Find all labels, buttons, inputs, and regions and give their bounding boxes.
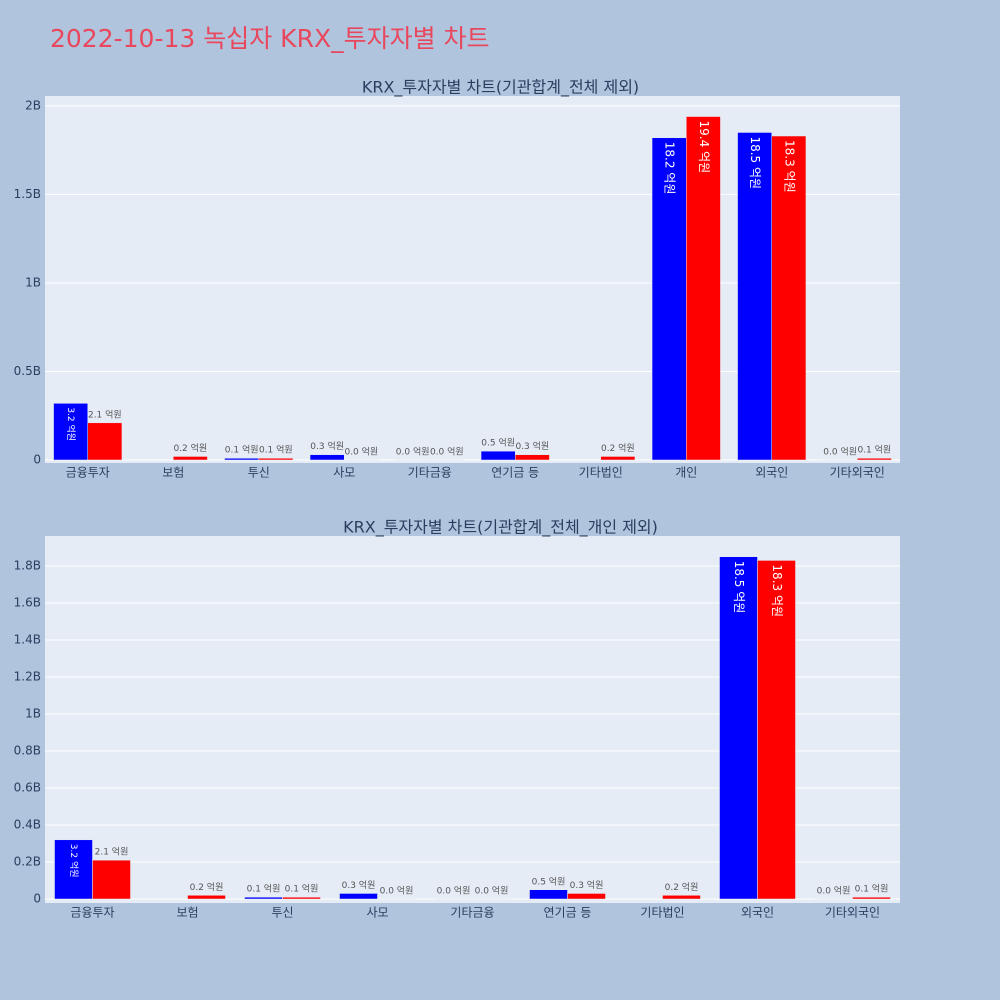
- y-tick-label: 0.4B: [14, 817, 41, 831]
- y-tick-label: 0.6B: [14, 780, 41, 794]
- bar: [857, 457, 892, 461]
- x-tick-label: 기타외국인: [830, 466, 885, 480]
- value-label: 3.2 억원: [65, 407, 77, 441]
- x-tick-label: 기타금융: [408, 466, 452, 480]
- bar: [737, 132, 772, 461]
- x-tick-label: 보험: [176, 906, 198, 920]
- bar: [480, 450, 516, 461]
- value-label: 0.2 억원: [190, 881, 224, 893]
- bar: [567, 893, 606, 900]
- y-tick-label: 1.5B: [14, 187, 41, 201]
- x-tick-label: 연기금 등: [491, 466, 539, 480]
- y-tick-label: 1.8B: [14, 558, 41, 572]
- y-tick-label: 0: [33, 892, 41, 906]
- value-label: 18.3 억원: [782, 140, 796, 193]
- value-label: 0.1 억원: [225, 444, 259, 456]
- x-tick-label: 금융투자: [70, 906, 114, 920]
- bar: [53, 403, 88, 461]
- bar: [686, 116, 721, 461]
- value-label: 0.1 억원: [285, 883, 319, 895]
- value-label: 0.2 억원: [601, 442, 635, 454]
- y-tick-label: 1B: [25, 706, 41, 720]
- value-label: 0.3 억원: [310, 440, 344, 452]
- value-label: 3.2 억원: [68, 844, 80, 878]
- x-tick-label: 금융투자: [66, 466, 110, 480]
- value-label: 18.5 억원: [732, 561, 746, 614]
- bar: [258, 457, 294, 461]
- bar: [87, 422, 123, 461]
- value-label: 0.1 억원: [259, 444, 293, 456]
- value-label: 0.1 억원: [247, 883, 281, 895]
- value-label: 0.5 억원: [532, 875, 566, 887]
- bar: [757, 560, 796, 900]
- bar: [187, 895, 226, 900]
- page-title: 2022-10-13 녹십자 KRX_투자자별 차트: [50, 24, 490, 53]
- bar: [719, 556, 758, 900]
- x-tick-label: 사모: [366, 906, 388, 920]
- value-label: 0.3 억원: [515, 440, 549, 452]
- value-label: 0.0 억원: [823, 445, 857, 457]
- y-tick-label: 1.6B: [14, 595, 41, 609]
- value-label: 0.0 억원: [344, 445, 378, 457]
- x-tick-label: 개인: [675, 466, 697, 480]
- value-label: 0.3 억원: [342, 879, 376, 891]
- x-tick-label: 외국인: [741, 906, 774, 920]
- value-label: 0.1 억원: [857, 444, 891, 456]
- value-label: 2.1 억원: [88, 408, 122, 420]
- value-label: 0.0 억원: [475, 885, 509, 897]
- x-tick-label: 기타외국인: [825, 906, 880, 920]
- bar: [662, 895, 701, 900]
- bar: [173, 456, 208, 461]
- x-tick-label: 사모: [333, 466, 355, 480]
- bar: [852, 896, 891, 900]
- x-tick-label: 연기금 등: [544, 906, 592, 920]
- value-label: 0.5 억원: [481, 437, 515, 449]
- bar: [244, 896, 283, 900]
- bar: [529, 889, 568, 900]
- x-tick-label: 기타금융: [450, 906, 494, 920]
- value-label: 0.0 억원: [817, 885, 851, 897]
- y-tick-label: 2B: [25, 98, 41, 112]
- value-label: 0.0 억원: [437, 885, 471, 897]
- value-label: 2.1 억원: [95, 846, 129, 858]
- bar: [771, 135, 807, 461]
- x-tick-label: 투신: [248, 466, 270, 480]
- bar: [282, 896, 321, 900]
- y-tick-label: 1.2B: [14, 669, 41, 683]
- value-label: 18.3 억원: [770, 564, 784, 617]
- bar: [339, 893, 378, 900]
- value-label: 0.0 억원: [380, 885, 414, 897]
- bar: [224, 457, 260, 461]
- bar: [54, 839, 93, 900]
- value-label: 0.2 억원: [173, 442, 207, 454]
- y-tick-label: 1.4B: [14, 632, 41, 646]
- value-label: 0.0 억원: [430, 445, 464, 457]
- value-label: 18.2 억원: [663, 142, 677, 195]
- chart-title: KRX_투자자별 차트(기관합계_전체 제외): [362, 78, 639, 98]
- x-tick-label: 투신: [271, 906, 293, 920]
- value-label: 0.1 억원: [855, 883, 889, 895]
- x-tick-label: 기타법인: [579, 466, 623, 480]
- chart-title: KRX_투자자별 차트(기관합계_전체_개인 제외): [343, 518, 658, 538]
- bar: [309, 454, 345, 461]
- y-tick-label: 0.8B: [14, 743, 41, 757]
- x-tick-label: 기타법인: [640, 906, 684, 920]
- bar: [651, 137, 687, 461]
- y-tick-label: 0.2B: [14, 855, 41, 869]
- y-tick-label: 1B: [25, 275, 41, 289]
- bar: [515, 454, 550, 461]
- value-label: 18.5 억원: [748, 136, 762, 189]
- y-tick-label: 0: [33, 452, 41, 466]
- x-tick-label: 보험: [162, 466, 184, 480]
- value-label: 19.4 억원: [697, 121, 711, 174]
- bar: [92, 859, 131, 900]
- bar: [600, 456, 636, 461]
- y-tick-label: 0.5B: [14, 364, 41, 378]
- value-label: 0.0 억원: [396, 445, 430, 457]
- value-label: 0.3 억원: [570, 879, 604, 891]
- x-tick-label: 외국인: [755, 466, 788, 480]
- value-label: 0.2 억원: [665, 881, 699, 893]
